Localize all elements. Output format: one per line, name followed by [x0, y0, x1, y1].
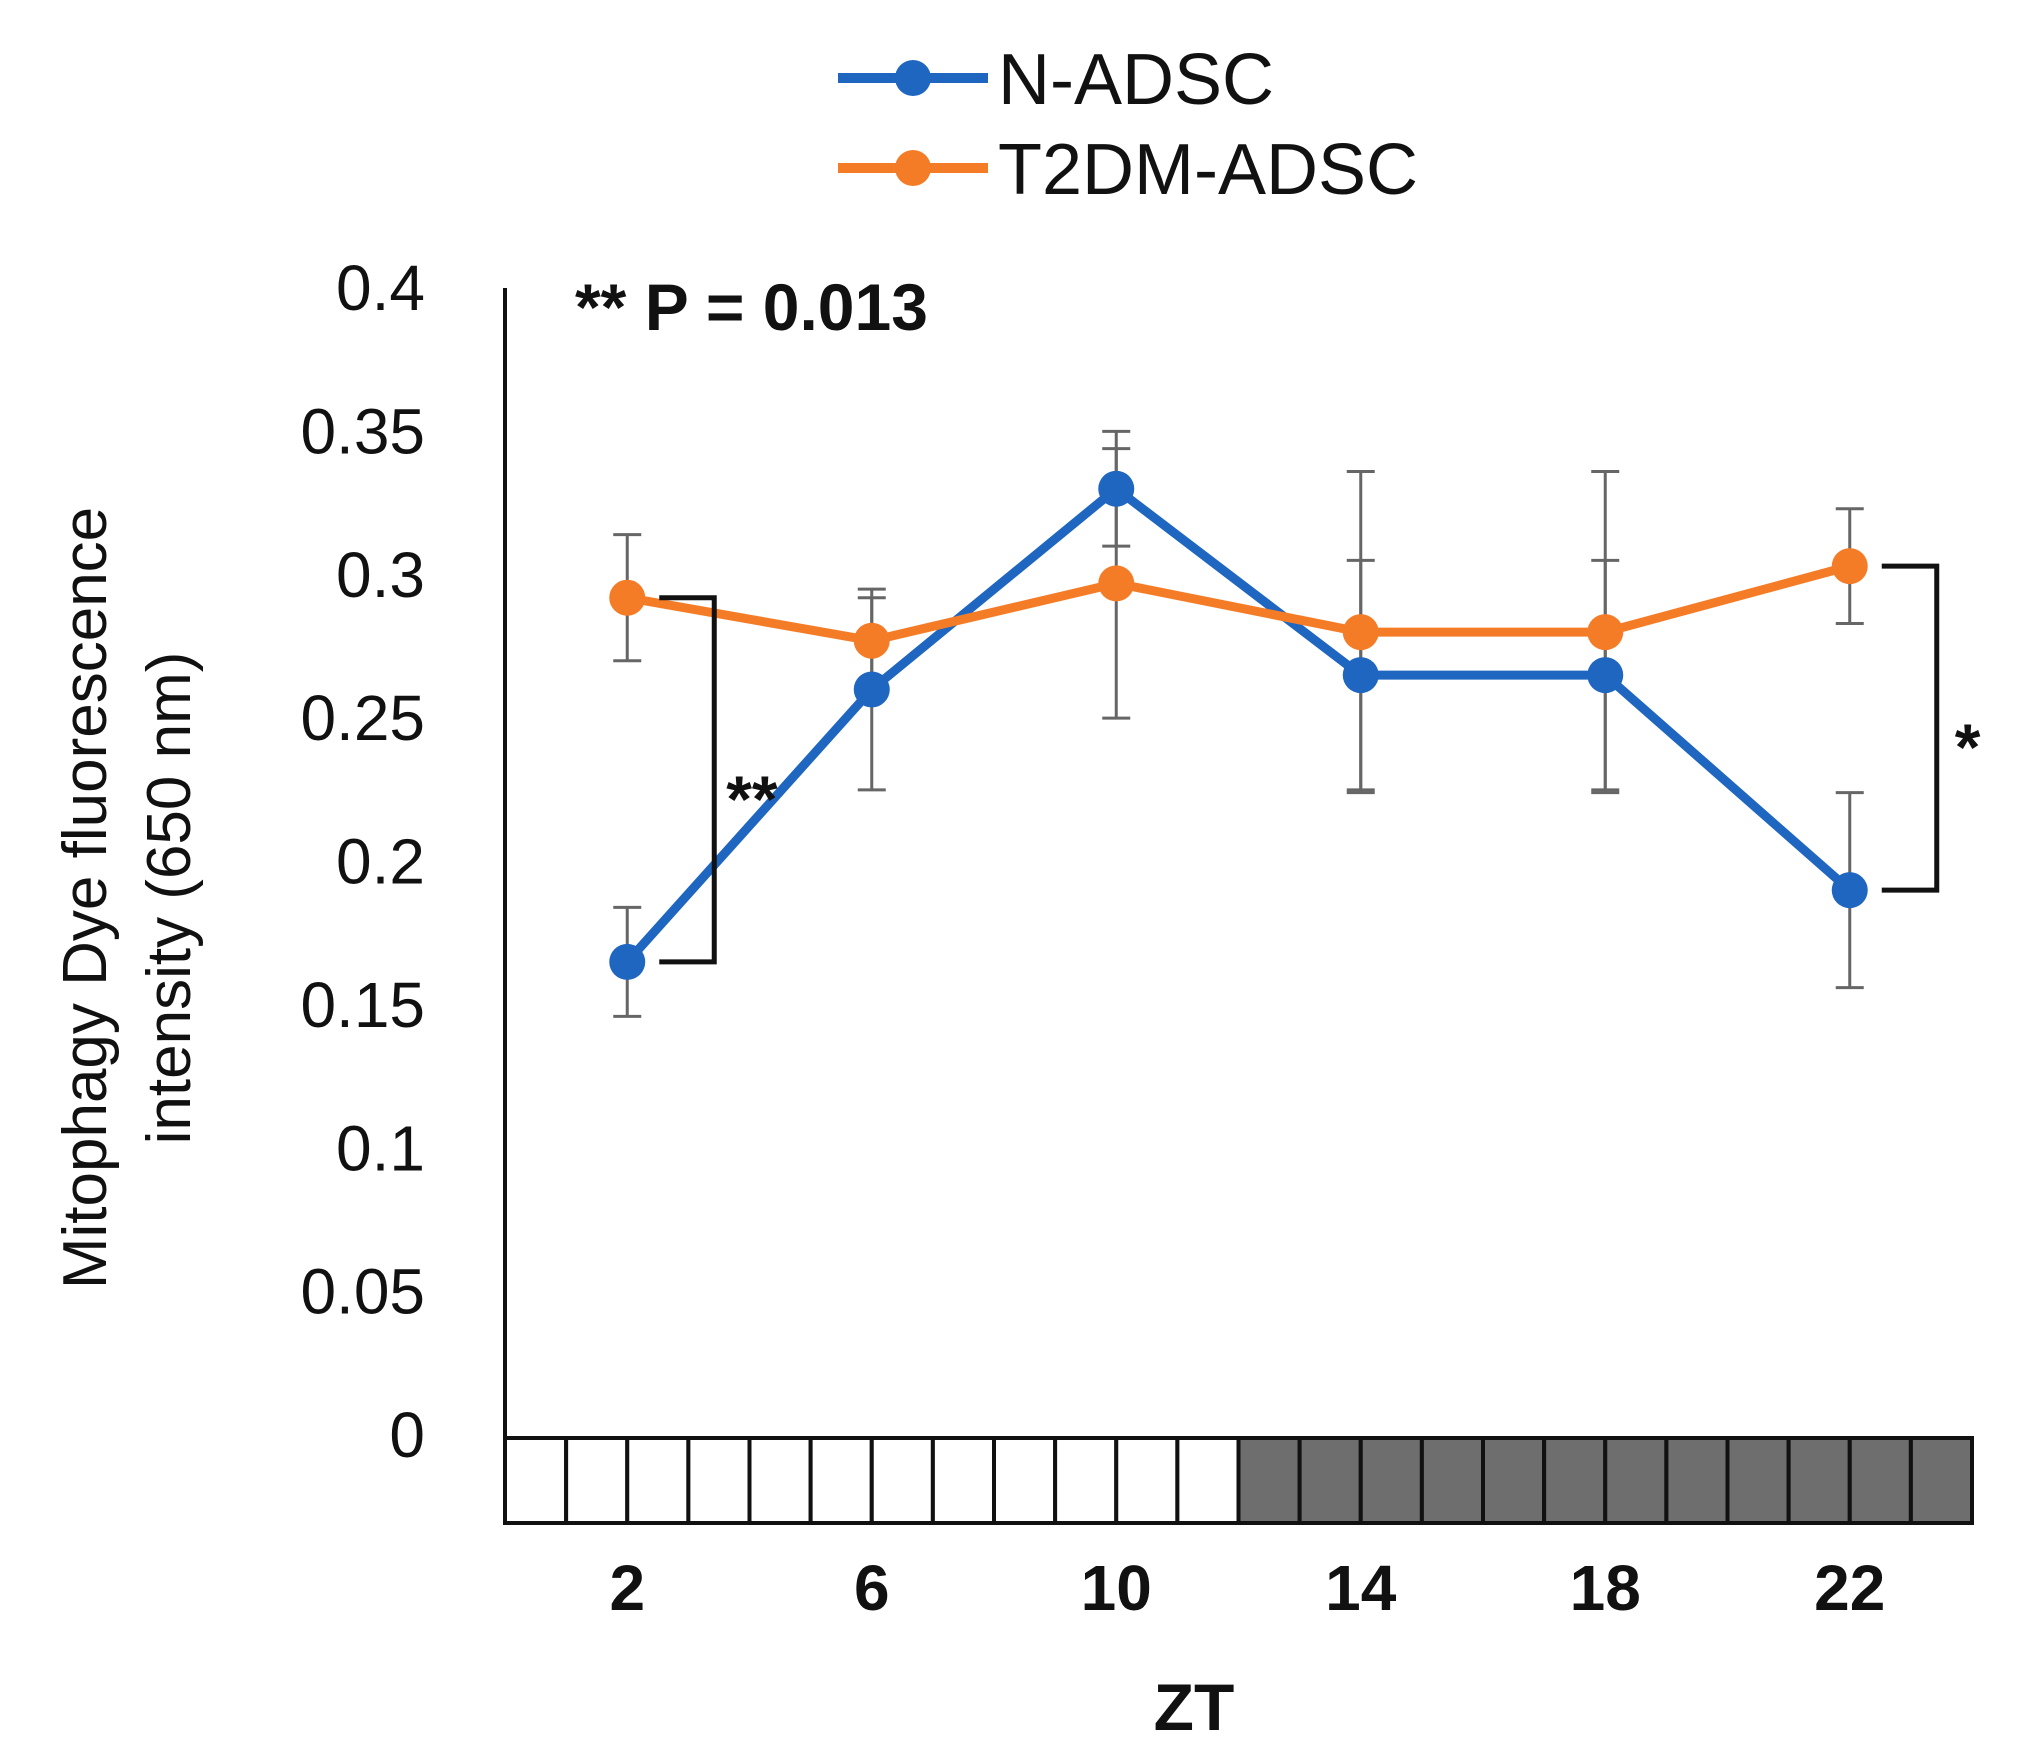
light-phase-cell: [808, 1436, 874, 1525]
dark-phase-cell: [1297, 1436, 1363, 1525]
bracket-zt2: [659, 595, 717, 965]
x-tick-label: 22: [1814, 1552, 1885, 1624]
dark-phase-cell: [1786, 1436, 1852, 1525]
legend-item-n-adsc: N-ADSC: [838, 40, 1274, 120]
light-phase-cell: [503, 1436, 569, 1525]
y-axis-title-line1: Mitophagy Dye fluorescence: [51, 507, 120, 1289]
y-tick-label: 0.4: [336, 252, 425, 324]
legend: N-ADSC T2DM-ADSC: [838, 40, 1418, 210]
data-point-n-adsc: [1098, 470, 1135, 507]
y-tick-label: 0: [389, 1399, 425, 1471]
dark-phase-cell: [1725, 1436, 1791, 1525]
y-tick-label: 0.2: [336, 826, 425, 898]
y-tick-label: 0.1: [336, 1112, 425, 1184]
y-tick-label: 0.25: [300, 682, 425, 754]
light-phase-cell: [1114, 1436, 1180, 1525]
dark-phase-cell: [1481, 1436, 1547, 1525]
data-point-n-adsc: [1587, 657, 1624, 694]
y-axis-title: Mitophagy Dye fluorescence intensity (65…: [51, 507, 204, 1289]
bracket-label-zt2: **: [726, 762, 778, 836]
data-point-t2dm-adsc: [1587, 614, 1624, 651]
data-point-t2dm-adsc: [1342, 614, 1379, 651]
dark-phase-cell: [1603, 1436, 1669, 1525]
series: [609, 470, 1868, 980]
dark-phase-cell: [1358, 1436, 1424, 1525]
bracket-label-zt22: *: [1955, 710, 1981, 784]
data-point-t2dm-adsc: [1098, 565, 1135, 602]
legend-label-n-adsc: N-ADSC: [998, 40, 1274, 120]
light-phase-cell: [1053, 1436, 1119, 1525]
light-phase-cell: [930, 1436, 996, 1525]
light-phase-cell: [992, 1436, 1058, 1525]
light-phase-cell: [625, 1436, 691, 1525]
bracket-zt22: [1881, 563, 1940, 893]
data-point-t2dm-adsc: [609, 579, 646, 616]
data-point-n-adsc: [609, 943, 646, 980]
light-phase-cell: [869, 1436, 935, 1525]
light-phase-cell: [686, 1436, 752, 1525]
data-point-t2dm-adsc: [1831, 548, 1868, 585]
y-ticks: 0 0.05 0.1 0.15 0.2 0.25 0.3 0.35 0.4: [300, 252, 425, 1471]
y-tick-label: 0.35: [300, 395, 425, 467]
significance-brackets: ***: [659, 563, 1981, 965]
light-phase-cell: [747, 1436, 813, 1525]
light-phase-cell: [1175, 1436, 1241, 1525]
x-ticks: 2 6 10 14 18 22: [609, 1552, 1885, 1624]
x-axis-title: ZT: [1154, 1670, 1235, 1744]
dark-phase-cell: [1419, 1436, 1485, 1525]
light-dark-bar: [503, 1436, 1974, 1525]
dark-phase-cell: [1664, 1436, 1730, 1525]
dark-phase-cell: [1908, 1436, 1974, 1525]
dark-phase-cell: [1542, 1436, 1608, 1525]
series-line-t2dm-adsc: [626, 561, 1851, 646]
y-tick-label: 0.15: [300, 969, 425, 1041]
x-tick-label: 6: [854, 1552, 890, 1624]
light-phase-cell: [564, 1436, 630, 1525]
x-tick-label: 10: [1081, 1552, 1152, 1624]
data-point-n-adsc: [853, 671, 890, 708]
legend-label-t2dm-adsc: T2DM-ADSC: [998, 130, 1418, 210]
data-point-t2dm-adsc: [853, 622, 890, 659]
error-bars: [613, 429, 1864, 1018]
dark-phase-cell: [1236, 1436, 1302, 1525]
x-tick-label: 2: [609, 1552, 645, 1624]
legend-item-t2dm-adsc: T2DM-ADSC: [838, 130, 1418, 210]
y-axis-title-line2: intensity (650 nm): [135, 652, 204, 1145]
series-line-n-adsc: [623, 484, 1853, 965]
x-tick-label: 14: [1325, 1552, 1397, 1624]
x-tick-label: 18: [1570, 1552, 1641, 1624]
y-tick-label: 0.3: [336, 539, 425, 611]
data-point-n-adsc: [1831, 872, 1868, 909]
p-value-annotation: ** P = 0.013: [575, 270, 928, 344]
y-tick-label: 0.05: [300, 1256, 425, 1328]
dark-phase-cell: [1847, 1436, 1913, 1525]
data-point-n-adsc: [1342, 657, 1379, 694]
